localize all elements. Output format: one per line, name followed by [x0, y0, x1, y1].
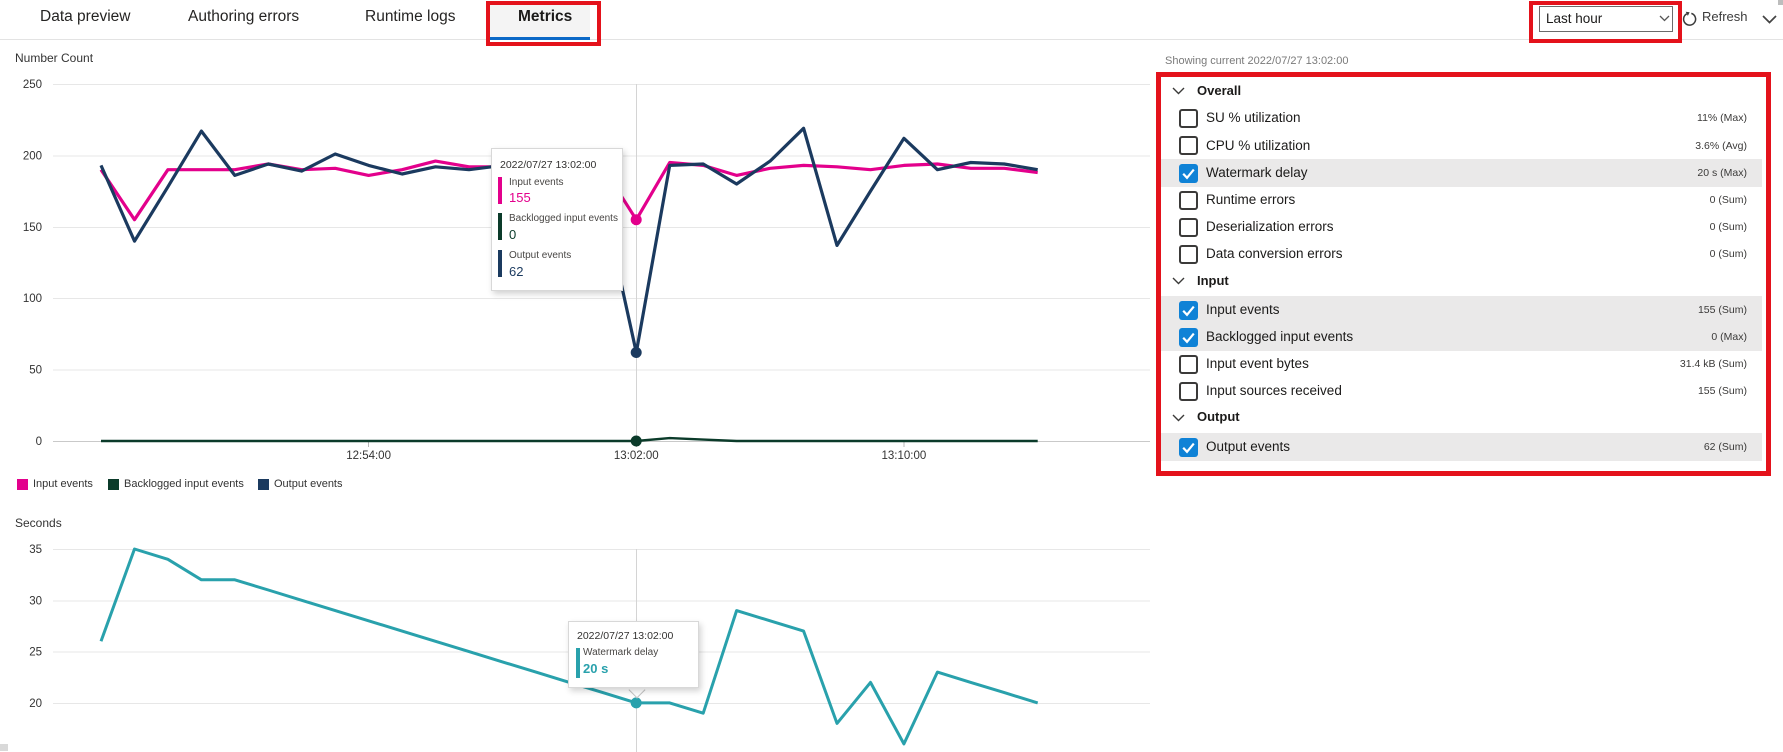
- svg-text:25: 25: [29, 647, 42, 659]
- svg-text:150: 150: [23, 222, 42, 234]
- svg-text:35: 35: [29, 544, 42, 556]
- svg-text:0: 0: [36, 436, 42, 448]
- svg-text:13:10:00: 13:10:00: [882, 450, 927, 462]
- svg-text:30: 30: [29, 595, 42, 607]
- svg-text:20: 20: [29, 698, 42, 710]
- svg-text:50: 50: [29, 365, 42, 377]
- svg-text:12:54:00: 12:54:00: [346, 450, 391, 462]
- svg-text:100: 100: [23, 293, 42, 305]
- svg-text:13:02:00: 13:02:00: [614, 450, 659, 462]
- svg-text:250: 250: [23, 79, 42, 91]
- svg-text:200: 200: [23, 150, 42, 162]
